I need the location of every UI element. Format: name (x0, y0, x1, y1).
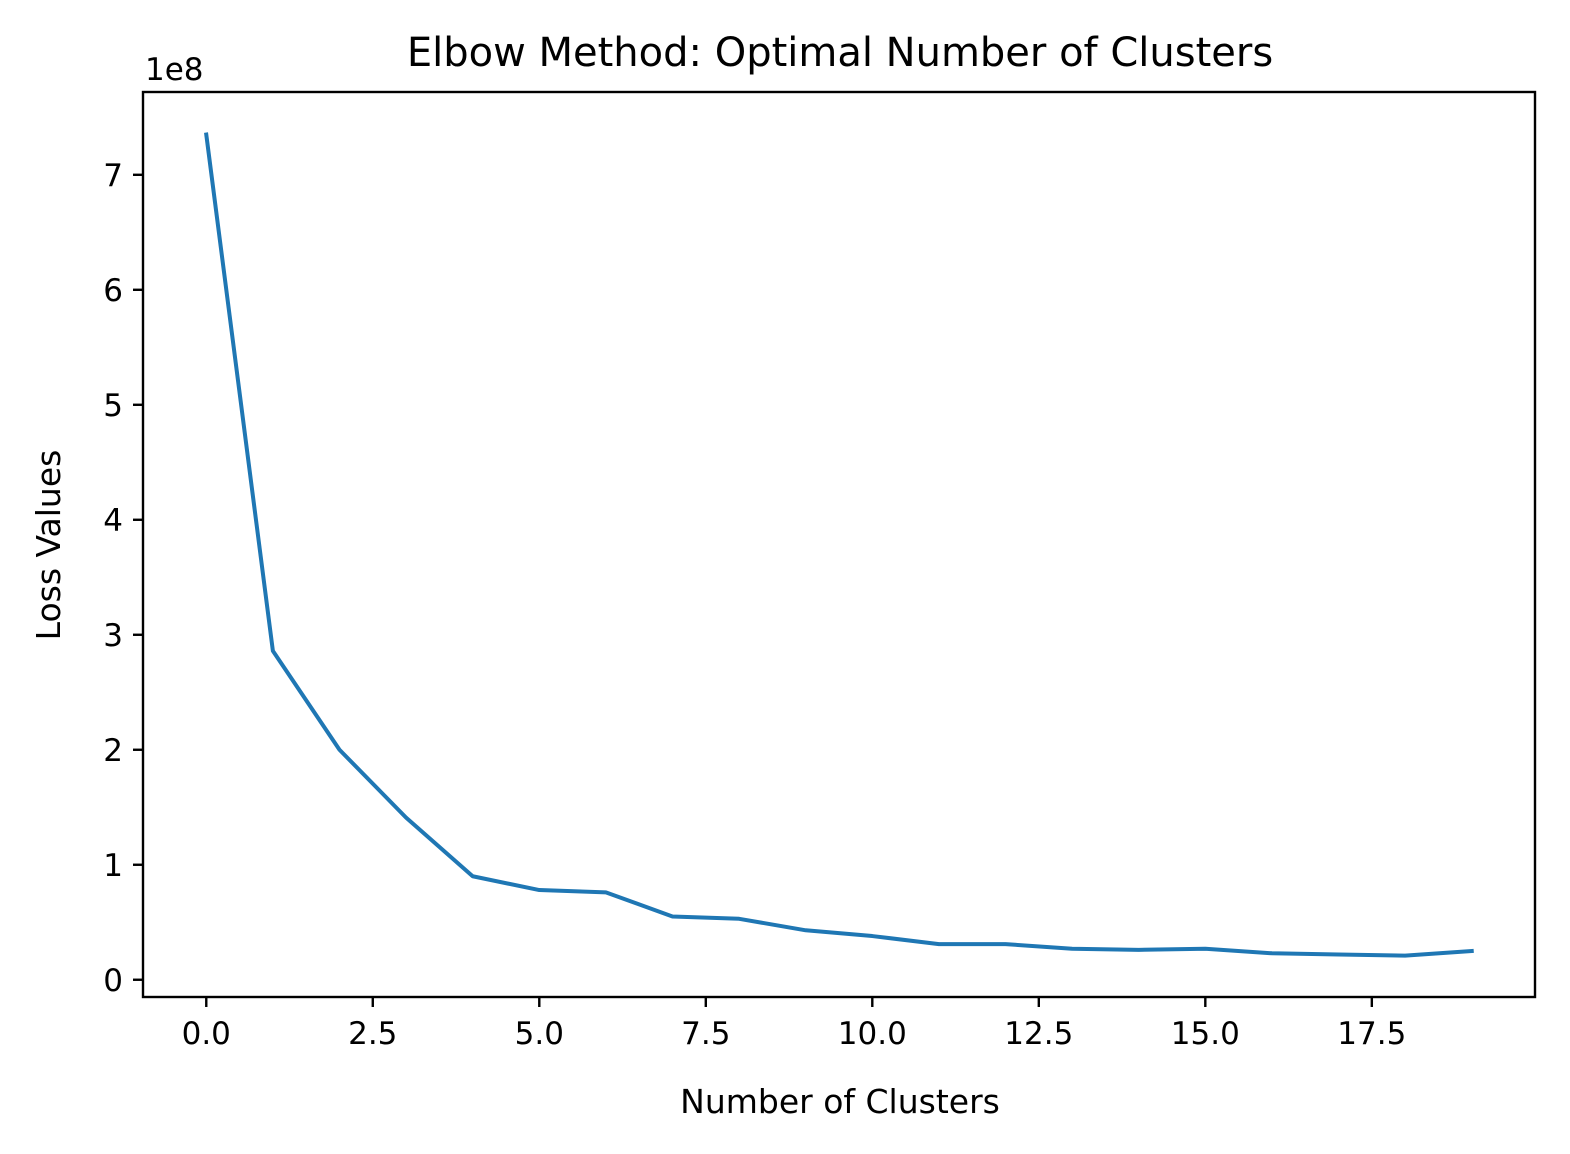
y-tick-label: 5 (103, 388, 123, 424)
series-line (204, 132, 1474, 958)
y-tick-label: 3 (103, 618, 123, 654)
y-tick-label: 4 (103, 503, 123, 539)
y-tick-label: 6 (103, 273, 123, 309)
y-axis-offset-label: 1e8 (145, 52, 204, 88)
x-tick-label: 10.0 (838, 1016, 907, 1052)
y-axis-label: Loss Values (29, 450, 68, 641)
x-tick-label: 12.5 (1004, 1016, 1073, 1052)
x-tick-label: 15.0 (1171, 1016, 1240, 1052)
plot-area-frame (141, 90, 1537, 999)
y-tick-label: 7 (103, 158, 123, 194)
x-tick-label: 2.5 (348, 1016, 397, 1052)
x-tick-label: 7.5 (681, 1016, 730, 1052)
y-tick-label: 1 (103, 848, 123, 884)
x-tick-label: 0.0 (182, 1016, 231, 1052)
ticks-layer: 0.0 2.5 5.0 7.5 10.0 12.5 15.0 17.5 0 1 2 3 4 5 6 7 (103, 158, 1406, 1052)
y-tick-label: 2 (103, 733, 123, 769)
chart-title: Elbow Method: Optimal Number of Clusters (407, 30, 1273, 76)
x-tick-label: 17.5 (1337, 1016, 1406, 1052)
series-layer (204, 132, 1474, 958)
x-axis-label: Number of Clusters (680, 1082, 1000, 1121)
x-tick-label: 5.0 (515, 1016, 564, 1052)
y-tick-label: 0 (103, 963, 123, 999)
